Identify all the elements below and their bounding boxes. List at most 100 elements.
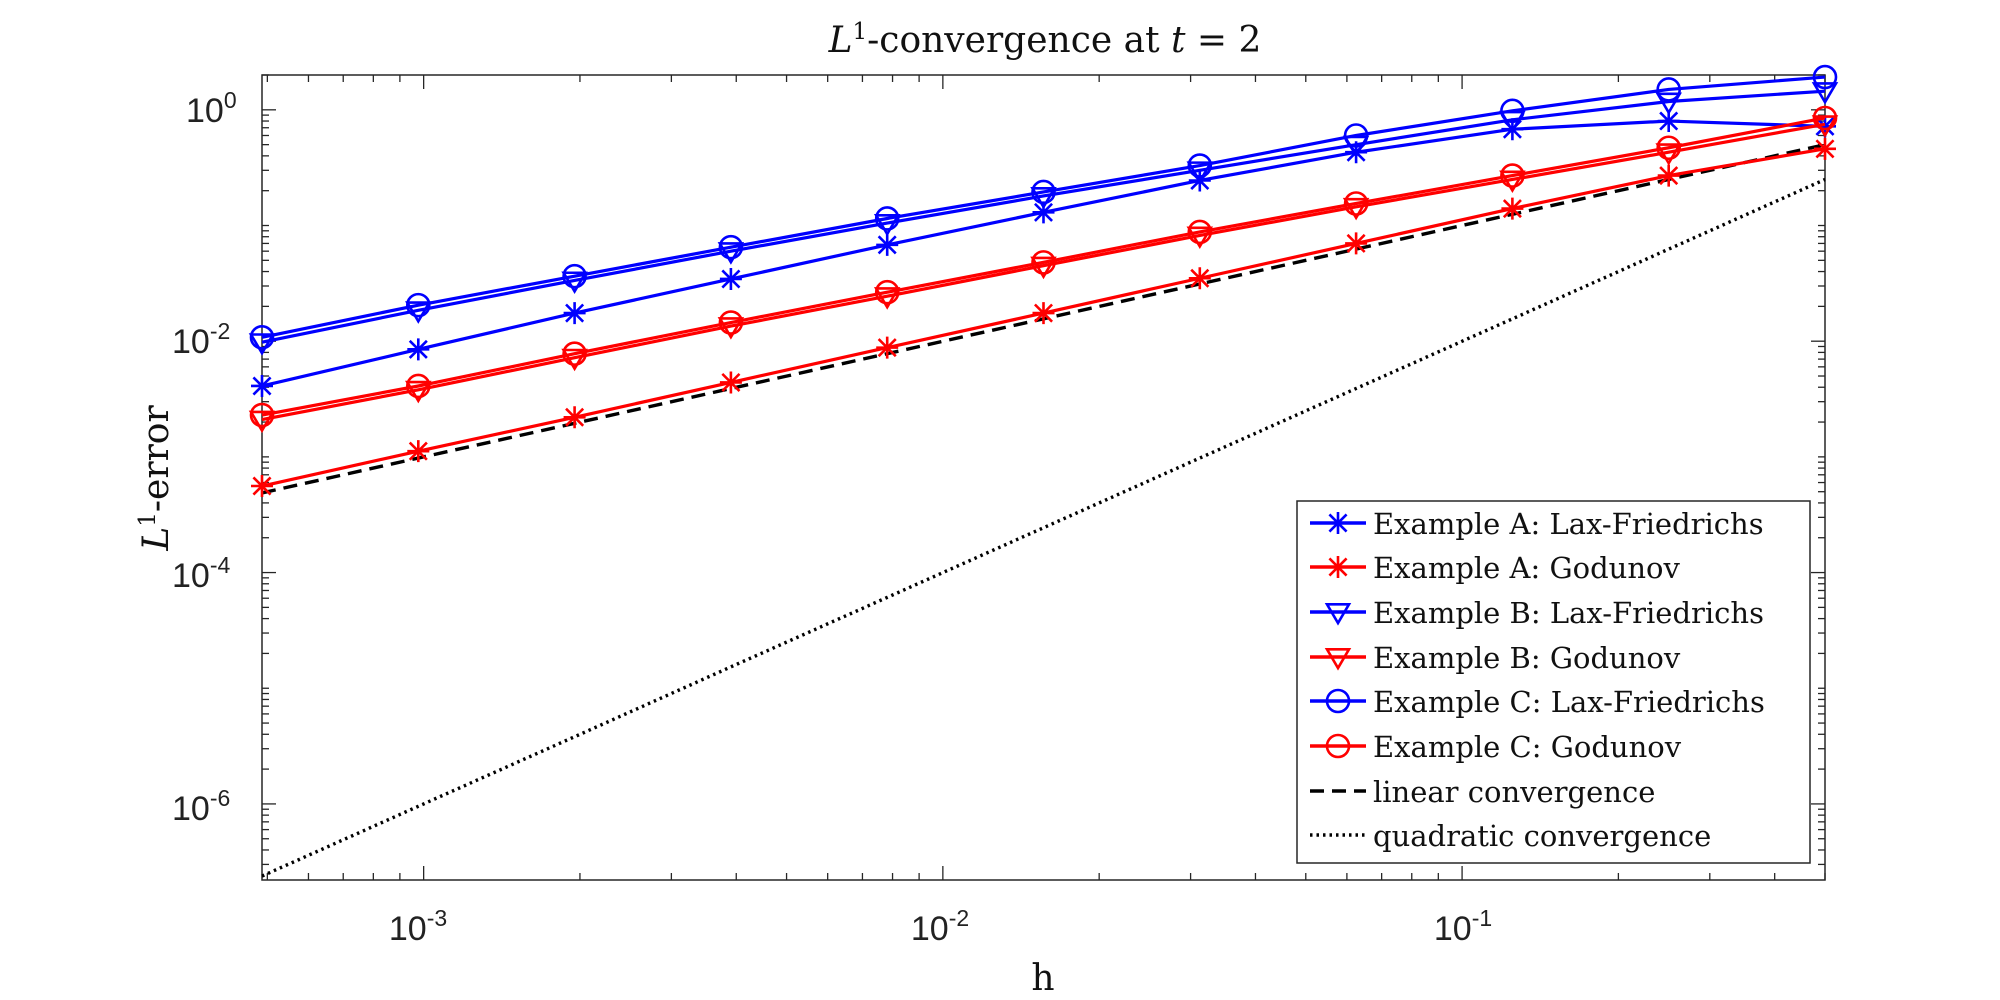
legend-label-7: quadratic convergence <box>1373 819 1711 853</box>
data-point-0-9 <box>1657 110 1680 133</box>
data-point-2-10 <box>1811 82 1839 105</box>
legend-label-6: linear convergence <box>1373 775 1655 809</box>
data-point-2-4 <box>873 214 901 237</box>
data-point-0-1 <box>407 338 430 361</box>
y-tick-label-1e-6: 10-6 <box>172 785 230 828</box>
data-point-5-3 <box>718 310 744 335</box>
data-point-1-9 <box>1657 164 1680 187</box>
data-point-2-1 <box>405 301 432 324</box>
data-point-5-7 <box>1343 191 1369 216</box>
y-tick-label-1e-2: 10-2 <box>172 318 230 361</box>
data-point-5-5 <box>1031 250 1056 275</box>
data-point-0-0 <box>251 374 273 397</box>
data-point-0-7 <box>1345 141 1368 164</box>
legend-label-3: Example B: Godunov <box>1373 641 1681 675</box>
series-5 <box>249 105 1838 428</box>
data-point-0-5 <box>1032 201 1055 224</box>
legend-box <box>1296 500 1811 864</box>
data-point-1-7 <box>1345 232 1368 255</box>
data-point-0-2 <box>563 302 586 325</box>
data-point-5-8 <box>1500 163 1525 188</box>
data-point-4-3 <box>718 234 744 260</box>
data-point-3-3 <box>717 317 745 340</box>
series-1 <box>251 137 1836 498</box>
series-line-4 <box>261 75 1826 339</box>
data-point-1-6 <box>1188 267 1211 290</box>
data-point-1-1 <box>407 440 430 463</box>
data-point-4-1 <box>405 292 431 318</box>
series-line-7 <box>261 177 1826 878</box>
y-axis-label: L1-error <box>135 405 177 552</box>
data-point-4-4 <box>874 206 900 231</box>
data-point-4-5 <box>1031 179 1056 205</box>
legend: Example A: Lax-Friedrichs Example A: God… <box>1296 500 1811 864</box>
data-point-3-8 <box>1499 170 1526 194</box>
data-point-3-4 <box>873 287 901 310</box>
data-point-1-5 <box>1032 302 1055 325</box>
series-7 <box>261 177 1826 878</box>
data-point-4-0 <box>249 325 275 350</box>
data-point-4-10 <box>1812 64 1838 90</box>
legend-samples <box>1310 512 1366 837</box>
x-tick-label-1e-2: 10-2 <box>911 905 969 948</box>
data-point-5-0 <box>249 402 275 428</box>
x-tick-labels: 10-3 10-2 10-1 <box>389 905 1492 948</box>
data-point-2-3 <box>717 242 745 265</box>
data-point-2-9 <box>1655 92 1682 116</box>
x-tick-label-1e-3: 10-3 <box>389 905 447 948</box>
data-point-3-2 <box>561 348 588 372</box>
data-point-3-7 <box>1342 197 1370 221</box>
legend-label-1: Example A: Godunov <box>1373 551 1680 585</box>
data-point-1-3 <box>719 371 742 394</box>
data-point-2-5 <box>1030 186 1057 210</box>
data-point-4-9 <box>1656 77 1681 102</box>
series-line-2 <box>261 89 1826 344</box>
data-point-3-6 <box>1186 226 1214 250</box>
series-2 <box>248 82 1839 356</box>
series-layer <box>248 64 1839 878</box>
y-tick-label-1e-4: 10-4 <box>172 552 230 595</box>
data-point-1-8 <box>1501 197 1524 220</box>
data-point-1-10 <box>1814 137 1836 160</box>
data-point-3-0 <box>248 410 276 434</box>
legend-marker-3 <box>1324 648 1352 671</box>
data-point-3-9 <box>1655 143 1682 166</box>
data-point-5-1 <box>405 373 431 399</box>
data-point-2-0 <box>248 333 276 356</box>
legend-marker-0 <box>1327 512 1349 534</box>
data-point-4-7 <box>1343 123 1369 148</box>
data-point-3-1 <box>405 380 432 404</box>
legend-label-4: Example C: Lax-Friedrichs <box>1373 685 1765 719</box>
data-point-5-4 <box>874 279 900 305</box>
legend-marker-4 <box>1325 688 1351 714</box>
legend-marker-5 <box>1325 733 1351 759</box>
data-point-1-4 <box>876 336 899 359</box>
data-point-2-2 <box>561 271 588 295</box>
data-point-1-2 <box>563 406 586 429</box>
data-point-3-10 <box>1811 115 1839 138</box>
legend-label-5: Example C: Godunov <box>1373 730 1682 764</box>
series-3 <box>248 115 1839 434</box>
chart-title: L1-convergence at t = 2 <box>828 19 1262 61</box>
series-line-3 <box>261 122 1826 422</box>
data-point-4-8 <box>1500 98 1525 124</box>
data-point-4-6 <box>1187 153 1213 178</box>
data-point-5-10 <box>1812 105 1838 131</box>
series-4 <box>249 64 1838 350</box>
data-point-5-2 <box>562 341 587 366</box>
data-point-2-6 <box>1186 161 1214 184</box>
data-point-5-9 <box>1656 135 1681 161</box>
legend-marker-2 <box>1324 603 1352 626</box>
series-line-5 <box>261 116 1826 417</box>
y-tick-labels: 10-6 10-4 10-2 100 <box>172 87 237 828</box>
legend-labels: Example A: Lax-Friedrichs Example A: God… <box>1373 507 1765 853</box>
y-tick-label-1e0: 100 <box>186 87 237 130</box>
data-point-3-5 <box>1030 256 1057 280</box>
data-point-5-6 <box>1187 219 1213 245</box>
x-axis-label: h <box>1031 958 1054 999</box>
data-point-0-4 <box>876 233 899 256</box>
data-point-4-2 <box>562 263 587 289</box>
legend-label-2: Example B: Lax-Friedrichs <box>1373 596 1764 630</box>
x-tick-label-1e-1: 10-1 <box>1434 905 1492 948</box>
